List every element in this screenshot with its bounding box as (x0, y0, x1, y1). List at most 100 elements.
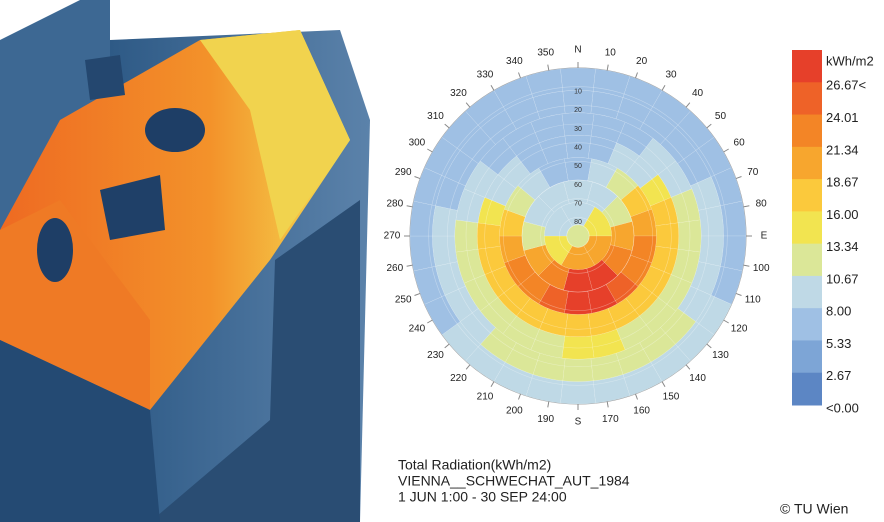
legend-label: 16.00 (826, 207, 859, 222)
azimuth-tick (723, 320, 728, 323)
azimuth-label: 220 (450, 373, 467, 384)
azimuth-label: 280 (386, 198, 403, 209)
altitude-label: 60 (574, 182, 582, 189)
azimuth-label: 340 (506, 56, 523, 67)
caption-period: 1 JUN 1:00 - 30 SEP 24:00 (398, 489, 567, 505)
legend-swatch (792, 340, 822, 373)
azimuth-tick (445, 124, 450, 128)
altitude-label: 20 (574, 107, 582, 114)
azimuth-label: 270 (384, 231, 401, 242)
legend-label: 18.67 (826, 175, 859, 190)
caption-title: Total Radiation(kWh/m2) (398, 457, 551, 473)
altitude-label: 10 (574, 89, 582, 96)
azimuth-label: 20 (636, 56, 648, 67)
caption-station: VIENNA__SCHWECHAT_AUT_1984 (398, 473, 630, 489)
azimuth-label: 50 (715, 111, 727, 122)
azimuth-tick (427, 320, 432, 323)
azimuth-tick (466, 365, 470, 370)
legend-label: 13.34 (826, 239, 859, 254)
azimuth-tick (743, 206, 749, 207)
azimuth-tick (723, 149, 728, 152)
legend-label: 2.67 (826, 368, 851, 383)
azimuth-label: E (761, 231, 768, 242)
sky-patch (560, 381, 595, 404)
azimuth-label: 300 (409, 138, 426, 149)
azimuth-tick (466, 103, 470, 108)
altitude-label: 50 (574, 163, 582, 170)
azimuth-tick (414, 293, 420, 295)
sky-patch (432, 236, 457, 266)
azimuth-label: 120 (731, 324, 748, 335)
azimuth-label: S (575, 417, 582, 428)
azimuth-tick (607, 65, 608, 71)
azimuth-label: 200 (506, 405, 523, 416)
azimuth-label: 350 (537, 47, 554, 58)
azimuth-tick (407, 206, 413, 207)
azimuth-tick (427, 149, 432, 152)
azimuth-tick (707, 124, 712, 128)
legend-swatch (792, 308, 822, 341)
altitude-label: 70 (574, 201, 582, 208)
azimuth-label: 250 (395, 294, 412, 305)
azimuth-label: 290 (395, 167, 412, 178)
azimuth-tick (736, 176, 742, 178)
azimuth-label: 60 (734, 138, 746, 149)
legend-label: 8.00 (826, 304, 851, 319)
azimuth-label: 170 (602, 414, 619, 425)
legend-label: 21.34 (826, 142, 859, 157)
azimuth-label: 40 (692, 88, 704, 99)
azimuth-tick (662, 381, 665, 386)
azimuth-label: 320 (450, 88, 467, 99)
azimuth-label: 150 (663, 392, 680, 403)
azimuth-label: 10 (605, 47, 617, 58)
sky-patch (565, 314, 591, 337)
azimuth-label: 140 (689, 373, 706, 384)
sky-patch (477, 223, 500, 249)
azimuth-label: 70 (747, 167, 759, 178)
legend-swatch (792, 276, 822, 309)
azimuth-tick (548, 65, 549, 71)
azimuth-tick (686, 103, 690, 108)
azimuth-tick (607, 401, 608, 407)
legend-swatch (792, 179, 822, 212)
sky-patch (699, 206, 724, 236)
legend-swatch (792, 147, 822, 180)
azimuth-label: 30 (665, 70, 677, 81)
azimuth-tick (407, 265, 413, 266)
azimuth-label: 330 (477, 70, 494, 81)
sky-patch (563, 359, 593, 382)
legend-label: <0.00 (826, 400, 859, 415)
azimuth-tick (491, 85, 494, 90)
azimuth-label: 110 (745, 294, 761, 305)
azimuth-label: 240 (409, 324, 426, 335)
legend-title: kWh/m2 (826, 53, 874, 68)
legend-swatch (792, 115, 822, 148)
legend-label: 10.67 (826, 271, 859, 286)
legend-swatch (792, 244, 822, 277)
sky-patch (567, 225, 589, 247)
azimuth-tick (736, 293, 742, 295)
azimuth-tick (548, 401, 549, 407)
azimuth-label: 190 (537, 414, 554, 425)
azimuth-label: 130 (712, 350, 729, 361)
legend-swatch (792, 82, 822, 115)
azimuth-tick (445, 344, 450, 348)
legend-label: 24.01 (826, 110, 859, 125)
azimuth-tick (635, 394, 637, 400)
azimuth-tick (635, 72, 637, 78)
azimuth-label: 310 (427, 111, 444, 122)
azimuth-tick (686, 365, 690, 370)
azimuth-tick (662, 85, 665, 90)
altitude-label: 30 (574, 126, 582, 133)
figure: kWh/m2 Total Radiation(kWh/m2) VIENNA__S… (0, 0, 884, 522)
azimuth-label: N (574, 45, 581, 56)
legend-swatch (792, 211, 822, 244)
sky-patch (699, 236, 724, 266)
altitude-label: 80 (574, 219, 582, 226)
sky-patch (656, 223, 679, 249)
credit: © TU Wien (780, 501, 848, 517)
azimuth-tick (707, 344, 712, 348)
azimuth-tick (491, 381, 494, 386)
building-render (0, 0, 370, 522)
azimuth-label: 160 (633, 405, 650, 416)
